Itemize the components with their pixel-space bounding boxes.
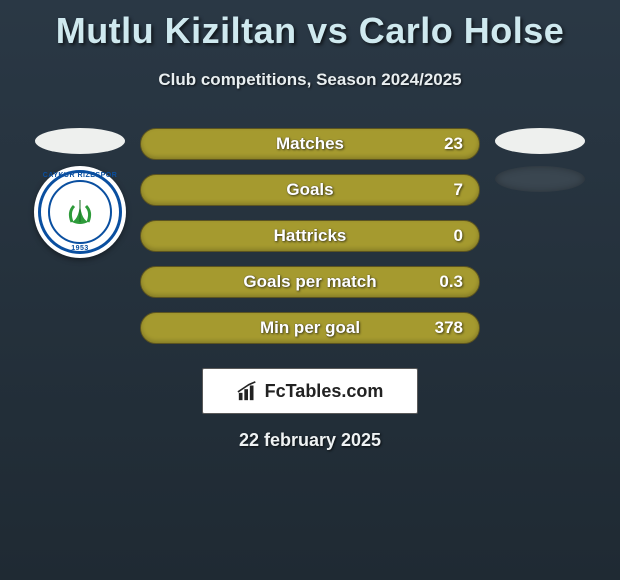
tea-leaf-icon: [60, 192, 100, 232]
stats-bars: Matches 23 Goals 7 Hattricks 0 Goals per…: [140, 128, 480, 344]
stats-wrap: CAYKUR RIZESPOR 1953 Matches 23 Goals: [0, 128, 620, 344]
brand-text: FcTables.com: [265, 381, 384, 402]
stat-bar-matches: Matches 23: [140, 128, 480, 160]
footer-date: 22 february 2025: [0, 430, 620, 451]
page-title: Mutlu Kiziltan vs Carlo Holse: [0, 10, 620, 52]
stat-label: Matches: [276, 134, 344, 154]
stat-bar-hattricks: Hattricks 0: [140, 220, 480, 252]
stat-label: Goals per match: [243, 272, 376, 292]
stat-value: 378: [435, 318, 463, 338]
right-flag-ellipse-top: [495, 128, 585, 154]
stat-bar-goals: Goals 7: [140, 174, 480, 206]
stat-value: 0.3: [439, 272, 463, 292]
badge-inner: [48, 180, 112, 244]
left-column: CAYKUR RIZESPOR 1953: [30, 128, 130, 258]
page-subtitle: Club competitions, Season 2024/2025: [0, 70, 620, 90]
stat-bar-min-per-goal: Min per goal 378: [140, 312, 480, 344]
stat-bar-goals-per-match: Goals per match 0.3: [140, 266, 480, 298]
bar-chart-icon: [237, 380, 259, 402]
club-badge: CAYKUR RIZESPOR 1953: [34, 166, 126, 258]
right-column: [490, 128, 590, 192]
stat-label: Min per goal: [260, 318, 360, 338]
right-flag-ellipse-bot: [495, 166, 585, 192]
badge-ring-text-bot: 1953: [71, 245, 89, 252]
brand-box[interactable]: FcTables.com: [202, 368, 418, 414]
stat-label: Goals: [286, 180, 333, 200]
stat-label: Hattricks: [274, 226, 347, 246]
stat-value: 23: [444, 134, 463, 154]
stat-value: 0: [454, 226, 463, 246]
left-flag-ellipse: [35, 128, 125, 154]
stat-value: 7: [454, 180, 463, 200]
badge-ring-text-top: CAYKUR RIZESPOR: [43, 172, 118, 179]
main-container: Mutlu Kiziltan vs Carlo Holse Club compe…: [0, 0, 620, 451]
